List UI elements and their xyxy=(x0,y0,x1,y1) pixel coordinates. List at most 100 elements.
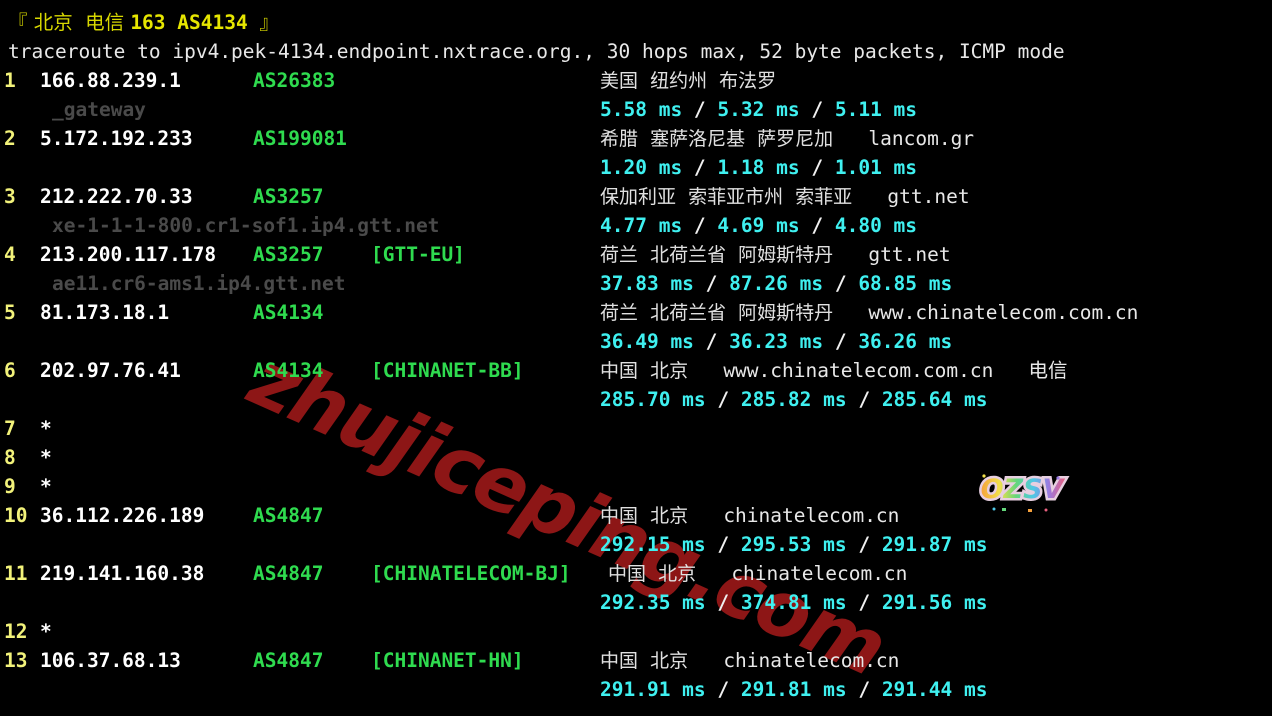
hop-detail-row: 292.15 ms / 295.53 ms / 291.87 ms xyxy=(0,530,1272,559)
hop-geo-location: 荷兰 北荷兰省 阿姆斯特丹 xyxy=(600,244,834,266)
hop-latency-group: 285.70 ms / 285.82 ms / 285.64 ms xyxy=(600,385,987,414)
hop-row[interactable]: 13 106.37.68.13 AS4847 [CHINANET-HN] 中国 北京 c… xyxy=(0,646,1272,675)
latency-separator: / xyxy=(705,533,741,556)
hop-latency-group: 291.91 ms / 291.81 ms / 291.44 ms xyxy=(600,675,987,704)
route-header: 『 北京 电信 163 AS4134 』 xyxy=(0,8,1272,37)
hop-ip-address[interactable]: 36.112.226.189 xyxy=(40,504,205,527)
hop-timeout-marker: * xyxy=(40,620,52,643)
hop-row[interactable]: 4 213.200.117.178 AS3257 [GTT-EU] 荷兰 北荷兰省 阿姆… xyxy=(0,240,1272,269)
hop-geo-location: 中国 北京 xyxy=(600,505,689,527)
hop-row[interactable]: 8 * xyxy=(0,443,1272,472)
hop-latency-group: 1.20 ms / 1.18 ms / 1.01 ms xyxy=(600,153,917,182)
latency-separator: / xyxy=(682,156,718,179)
hop-row[interactable]: 7 * xyxy=(0,414,1272,443)
hop-geo-location: 保加利亚 索菲亚市州 索菲亚 xyxy=(600,186,853,208)
hop-number: 3 xyxy=(4,185,16,208)
hop-number: 13 xyxy=(4,649,28,672)
latency-value: 4.77 ms xyxy=(600,214,683,237)
latency-separator: / xyxy=(799,214,835,237)
hop-number: 11 xyxy=(4,562,28,585)
hop-row[interactable]: 3 212.222.70.33 AS3257 保加利亚 索菲亚市州 索菲亚 gtt.n… xyxy=(0,182,1272,211)
latency-value: 1.20 ms xyxy=(600,156,683,179)
hop-number: 9 xyxy=(4,475,16,498)
latency-value: 374.81 ms xyxy=(740,591,847,614)
latency-value: 36.49 ms xyxy=(600,330,694,353)
latency-separator: / xyxy=(823,272,859,295)
hop-organization: www.chinatelecom.com.cn 电信 xyxy=(688,359,1068,382)
hop-organization: gtt.net xyxy=(852,185,970,208)
hop-row[interactable]: 6 202.97.76.41 AS4134 [CHINANET-BB] 中国 北京 ww… xyxy=(0,356,1272,385)
hop-geo-location: 希腊 塞萨洛尼基 萨罗尼加 xyxy=(600,128,834,150)
latency-value: 291.91 ms xyxy=(600,678,706,701)
latency-value: 36.26 ms xyxy=(858,330,953,353)
hop-ip-address[interactable]: 202.97.76.41 xyxy=(40,359,181,382)
header-bracket-close: 』 xyxy=(259,11,279,34)
hop-organization: chinatelecom.cn xyxy=(688,504,900,527)
hop-organization: chinatelecom.cn xyxy=(696,562,908,585)
latency-value: 4.80 ms xyxy=(834,214,918,237)
hop-number: 5 xyxy=(4,301,16,324)
hop-row[interactable]: 12 * xyxy=(0,617,1272,646)
hop-ip-address[interactable]: 81.173.18.1 xyxy=(40,301,170,324)
hop-geo-location: 中国 北京 xyxy=(608,563,697,585)
latency-separator: / xyxy=(682,98,718,121)
latency-value: 1.01 ms xyxy=(834,156,918,179)
latency-value: 5.32 ms xyxy=(717,98,800,121)
hop-row[interactable]: 5 81.173.18.1 AS4134 荷兰 北荷兰省 阿姆斯特丹 www.chin… xyxy=(0,298,1272,327)
hop-number: 10 xyxy=(4,504,28,527)
hop-row[interactable]: 10 36.112.226.189 AS4847 中国 北京 chinatelecom… xyxy=(0,501,1272,530)
hop-asn[interactable]: AS4847 xyxy=(253,562,324,585)
hop-ip-address[interactable]: 213.200.117.178 xyxy=(40,243,217,266)
latency-value: 291.87 ms xyxy=(881,533,988,556)
latency-value: 285.70 ms xyxy=(600,388,706,411)
latency-value: 292.35 ms xyxy=(600,591,706,614)
hop-ip-address[interactable]: 212.222.70.33 xyxy=(40,185,193,208)
hop-detail-row: _gateway 5.58 ms / 5.32 ms / 5.11 ms xyxy=(0,95,1272,124)
hop-number: 2 xyxy=(4,127,16,150)
hop-hostname: _gateway xyxy=(52,98,146,121)
latency-separator: / xyxy=(846,678,882,701)
hop-row[interactable]: 9 * xyxy=(0,472,1272,501)
latency-separator: / xyxy=(846,591,882,614)
hop-asn[interactable]: AS4134 xyxy=(253,359,324,382)
hop-latency-group: 37.83 ms / 87.26 ms / 68.85 ms xyxy=(600,269,952,298)
hop-row[interactable]: 11 219.141.160.38 AS4847 [CHINATELECOM-BJ] 中… xyxy=(0,559,1272,588)
hop-asn[interactable]: AS3257 xyxy=(253,185,324,208)
hop-timeout-marker: * xyxy=(40,475,52,498)
latency-value: 295.53 ms xyxy=(740,533,847,556)
hop-asn[interactable]: AS4847 xyxy=(253,649,324,672)
hop-asn[interactable]: AS4134 xyxy=(253,301,324,324)
hop-number: 1 xyxy=(4,69,16,92)
hop-asn[interactable]: AS199081 xyxy=(253,127,347,150)
hop-latency-group: 292.15 ms / 295.53 ms / 291.87 ms xyxy=(600,530,987,559)
hop-number: 7 xyxy=(4,417,16,440)
latency-value: 1.18 ms xyxy=(717,156,800,179)
hop-ip-address[interactable]: 166.88.239.1 xyxy=(40,69,181,92)
hop-detail-row: ae11.cr6-ams1.ip4.gtt.net 37.83 ms / 87.2… xyxy=(0,269,1272,298)
hop-geo-location: 中国 北京 xyxy=(600,650,689,672)
latency-value: 37.83 ms xyxy=(600,272,694,295)
hop-asn[interactable]: AS3257 xyxy=(253,243,324,266)
hop-number: 8 xyxy=(4,446,16,469)
latency-value: 5.58 ms xyxy=(600,98,683,121)
hop-number: 12 xyxy=(4,620,28,643)
hop-latency-group: 4.77 ms / 4.69 ms / 4.80 ms xyxy=(600,211,917,240)
hop-geo-location: 中国 北京 xyxy=(600,360,689,382)
hop-organization: www.chinatelecom.com.cn xyxy=(833,301,1139,324)
latency-separator: / xyxy=(799,156,835,179)
latency-value: 285.64 ms xyxy=(881,388,988,411)
hop-ip-address[interactable]: 219.141.160.38 xyxy=(40,562,205,585)
latency-separator: / xyxy=(846,388,882,411)
hop-network-tag: [CHINANET-BB] xyxy=(371,359,524,382)
hop-ip-address[interactable]: 5.172.192.233 xyxy=(40,127,193,150)
hop-row[interactable]: 1 166.88.239.1 AS26383 美国 纽约州 布法罗 xyxy=(0,66,1272,95)
hop-row[interactable]: 2 5.172.192.233 AS199081 希腊 塞萨洛尼基 萨罗尼加 lanc… xyxy=(0,124,1272,153)
hop-detail-row: 36.49 ms / 36.23 ms / 36.26 ms xyxy=(0,327,1272,356)
hop-asn[interactable]: AS26383 xyxy=(253,69,336,92)
hop-ip-address[interactable]: 106.37.68.13 xyxy=(40,649,181,672)
hop-asn[interactable]: AS4847 xyxy=(253,504,324,527)
header-isp: 电信 xyxy=(85,11,131,34)
hop-network-tag: [CHINANET-HN] xyxy=(371,649,524,672)
hop-network-tag: [GTT-EU] xyxy=(371,243,465,266)
